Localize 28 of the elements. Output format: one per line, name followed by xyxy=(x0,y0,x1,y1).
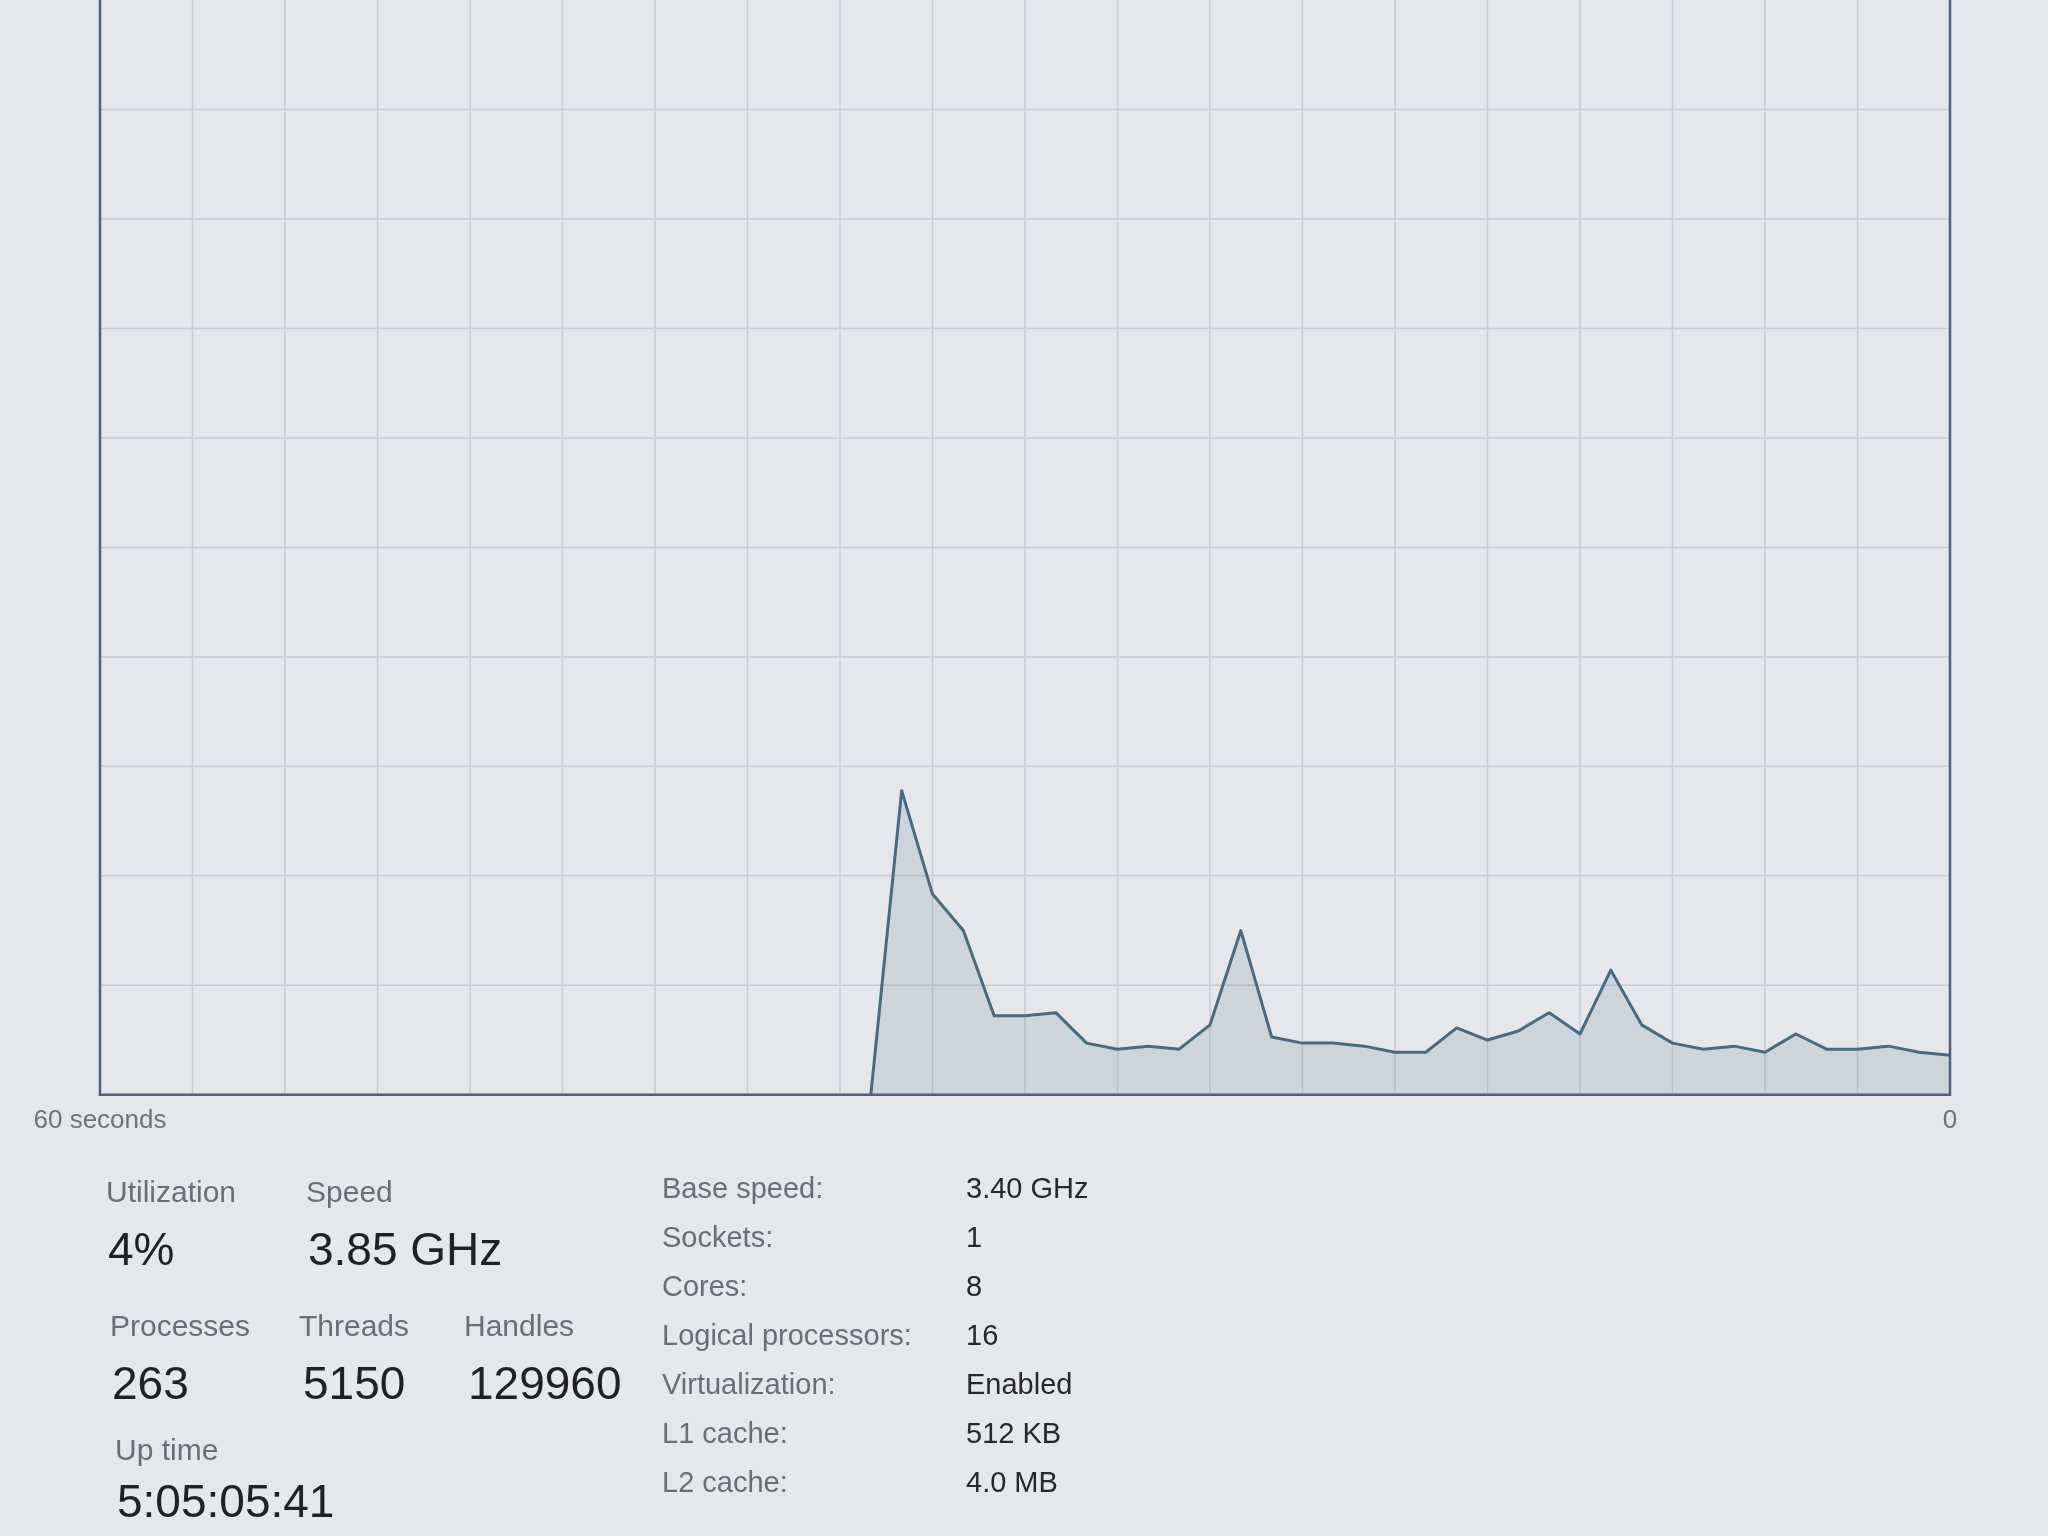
text: Up time xyxy=(115,1432,219,1468)
text: Sockets: xyxy=(662,1219,774,1255)
text: 129960 xyxy=(468,1356,622,1412)
text: Handles xyxy=(464,1308,575,1344)
text: L2 cache: xyxy=(662,1464,788,1500)
text: Speed xyxy=(306,1174,393,1210)
text: Utilization xyxy=(106,1174,237,1210)
text: Logical processors: xyxy=(662,1317,912,1353)
text: Cores: xyxy=(662,1268,748,1304)
text: 5150 xyxy=(303,1356,406,1412)
text: Enabled xyxy=(966,1366,1073,1402)
text: 3.40 GHz xyxy=(966,1170,1089,1206)
text: 1 xyxy=(966,1219,983,1255)
text: 4.0 MB xyxy=(966,1464,1058,1500)
text: Processes xyxy=(110,1308,251,1344)
text: Virtualization: xyxy=(662,1366,836,1402)
text: Threads xyxy=(299,1308,410,1344)
text: 16 xyxy=(966,1317,999,1353)
text: 5:05:05:41 xyxy=(117,1474,335,1530)
text: L1 cache: xyxy=(662,1415,788,1451)
x-tick-label: 0 xyxy=(1942,1103,1958,1134)
text: 512 KB xyxy=(966,1415,1062,1451)
text: 263 xyxy=(112,1356,189,1412)
text: 3.85 GHz xyxy=(308,1222,503,1278)
text: 4% xyxy=(108,1222,175,1278)
text: Base speed: xyxy=(662,1170,824,1206)
x-tick-label: 60 seconds xyxy=(33,1103,167,1134)
text: 8 xyxy=(966,1268,983,1304)
